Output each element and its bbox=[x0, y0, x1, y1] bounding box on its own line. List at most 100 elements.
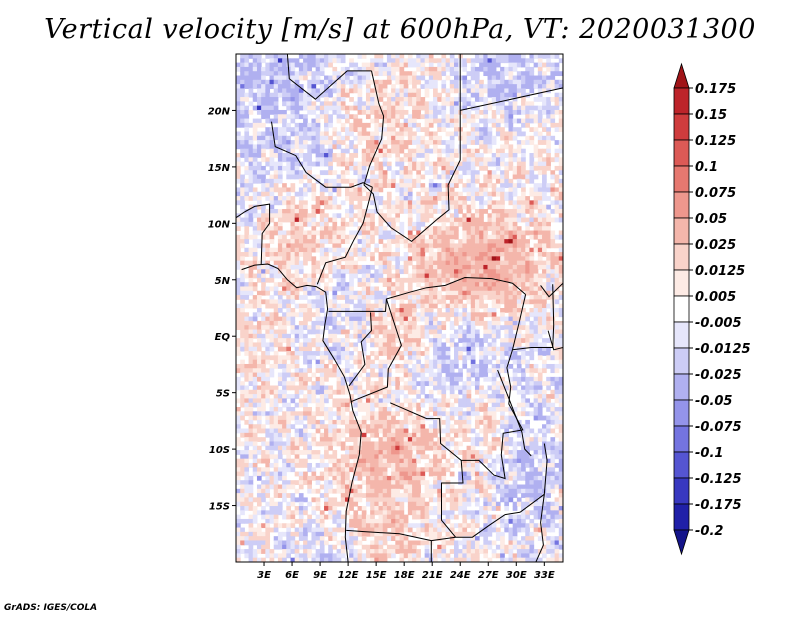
field-cell bbox=[399, 157, 405, 163]
field-cell bbox=[558, 97, 563, 102]
field-cell bbox=[554, 338, 560, 343]
field-cell bbox=[370, 148, 375, 154]
field-cell bbox=[533, 54, 539, 59]
field-cell bbox=[412, 389, 417, 395]
field-cell bbox=[332, 308, 338, 313]
field-cell bbox=[537, 286, 543, 292]
field-cell bbox=[328, 161, 333, 167]
field-cell bbox=[378, 161, 384, 167]
field-cell bbox=[374, 71, 380, 77]
field-cell bbox=[428, 122, 434, 128]
field-cell bbox=[332, 363, 338, 369]
field-cell bbox=[458, 376, 463, 382]
field-cell bbox=[361, 157, 367, 163]
field-cell bbox=[244, 105, 250, 111]
field-cell bbox=[319, 230, 325, 236]
field-cell bbox=[470, 135, 476, 141]
field-cell bbox=[298, 213, 304, 219]
field-cell bbox=[382, 295, 388, 300]
field-cell bbox=[521, 62, 526, 68]
field-cell bbox=[542, 213, 547, 219]
field-cell bbox=[554, 174, 560, 180]
field-cell bbox=[303, 122, 308, 128]
field-cell bbox=[403, 368, 409, 374]
field-cell bbox=[324, 342, 329, 348]
field-cell bbox=[256, 239, 262, 244]
field-cell bbox=[454, 71, 459, 77]
field-cell bbox=[449, 58, 455, 64]
field-cell bbox=[412, 320, 417, 326]
field-cell bbox=[294, 329, 300, 335]
field-cell bbox=[462, 295, 468, 300]
field-cell bbox=[286, 264, 291, 270]
field-cell bbox=[416, 97, 421, 102]
field-cell bbox=[374, 290, 380, 296]
field-cell bbox=[558, 277, 563, 283]
field-cell bbox=[382, 303, 388, 309]
field-cell bbox=[437, 226, 442, 232]
field-cell bbox=[315, 148, 321, 154]
field-cell bbox=[470, 346, 476, 352]
field-cell bbox=[479, 363, 484, 369]
field-cell bbox=[454, 260, 459, 266]
field-cell bbox=[500, 148, 505, 154]
field-cell bbox=[382, 84, 388, 89]
field-cell bbox=[412, 252, 417, 257]
field-cell bbox=[319, 303, 325, 309]
field-cell bbox=[412, 342, 417, 348]
field-cell bbox=[479, 264, 484, 270]
field-cell bbox=[516, 247, 522, 253]
field-cell bbox=[416, 372, 421, 378]
field-cell bbox=[269, 338, 275, 343]
field-cell bbox=[370, 213, 375, 219]
field-cell bbox=[458, 243, 463, 249]
field-cell bbox=[504, 144, 509, 150]
field-cell bbox=[311, 75, 317, 81]
field-cell bbox=[374, 286, 380, 292]
field-cell bbox=[349, 208, 354, 214]
field-cell bbox=[370, 316, 375, 322]
field-cell bbox=[533, 389, 539, 395]
field-cell bbox=[286, 363, 291, 369]
field-cell bbox=[391, 316, 396, 322]
field-cell bbox=[479, 368, 484, 374]
field-cell bbox=[374, 389, 380, 395]
field-cell bbox=[487, 174, 493, 180]
field-cell bbox=[537, 97, 543, 102]
field-cell bbox=[554, 148, 560, 154]
field-cell bbox=[340, 79, 346, 85]
field-cell bbox=[332, 196, 338, 201]
field-cell bbox=[311, 79, 317, 85]
field-cell bbox=[374, 351, 380, 356]
field-cell bbox=[340, 161, 346, 167]
field-cell bbox=[441, 226, 447, 232]
field-cell bbox=[277, 282, 283, 287]
field-cell bbox=[294, 79, 300, 85]
field-cell bbox=[365, 114, 371, 120]
field-cell bbox=[466, 226, 472, 232]
field-cell bbox=[521, 204, 526, 210]
field-cell bbox=[273, 221, 279, 227]
field-cell bbox=[265, 286, 271, 292]
field-cell bbox=[298, 277, 304, 283]
field-cell bbox=[424, 256, 430, 262]
field-cell bbox=[491, 153, 497, 158]
field-cell bbox=[554, 308, 560, 313]
field-cell bbox=[353, 230, 359, 236]
field-cell bbox=[516, 260, 522, 266]
field-cell bbox=[470, 234, 476, 240]
field-cell bbox=[504, 346, 509, 352]
field-cell bbox=[248, 204, 254, 210]
field-cell bbox=[466, 273, 472, 279]
field-cell bbox=[357, 389, 363, 395]
field-cell bbox=[525, 299, 530, 305]
field-cell bbox=[416, 234, 421, 240]
field-cell bbox=[474, 196, 480, 201]
field-cell bbox=[303, 295, 308, 300]
field-cell bbox=[512, 208, 518, 214]
field-cell bbox=[286, 97, 291, 102]
field-cell bbox=[340, 325, 346, 331]
field-cell bbox=[512, 187, 518, 193]
field-cell bbox=[353, 308, 359, 313]
field-cell bbox=[437, 320, 442, 326]
